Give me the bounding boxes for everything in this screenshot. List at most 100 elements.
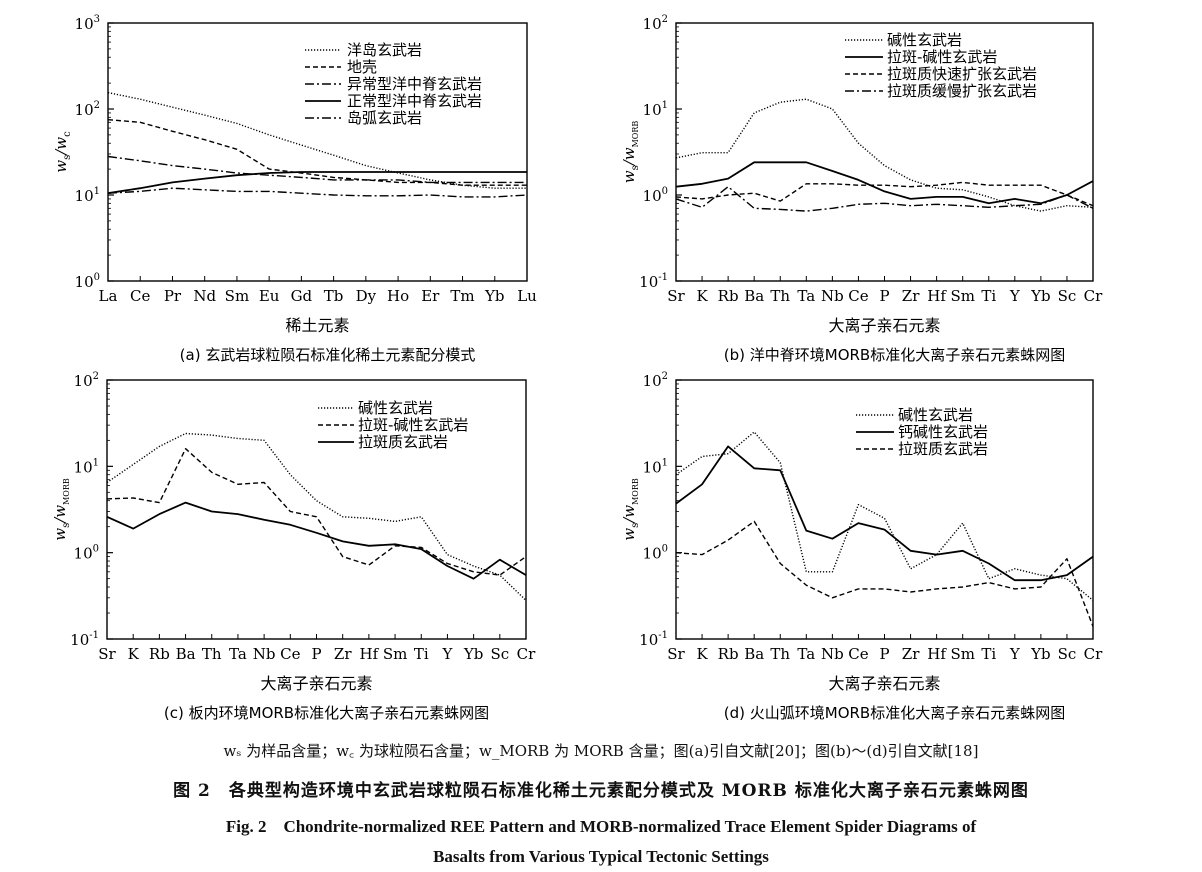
x-tick-label: Ho	[387, 287, 409, 305]
y-tick-label: 102	[75, 100, 100, 119]
x-tick-label: Rb	[718, 287, 739, 305]
y-axis-label: ws/wMORB	[51, 478, 72, 541]
figure-title-en-line1: Fig. 2 Chondrite-normalized REE Pattern …	[225, 817, 977, 836]
panel-caption: (b) 洋中脊环境MORB标准化大离子亲石元素蛛网图	[724, 346, 1065, 364]
x-tick-label: Sm	[950, 645, 975, 663]
y-tick-label: 103	[75, 14, 100, 33]
x-axis-label: 稀土元素	[285, 316, 349, 335]
panel-caption: (c) 板内环境MORB标准化大离子亲石元素蛛网图	[164, 704, 489, 722]
x-tick-label: Y	[441, 645, 453, 663]
x-tick-label: Ta	[797, 287, 815, 305]
y-axis-label: ws/wMORB	[620, 478, 641, 541]
y-tick-label: 101	[75, 186, 100, 205]
x-tick-label: Ba	[744, 287, 764, 305]
x-tick-label: Sm	[383, 645, 408, 663]
x-tick-label: Tm	[450, 287, 474, 305]
x-tick-label: P	[879, 287, 889, 305]
x-tick-label: Sr	[667, 287, 685, 305]
legend-label: 拉斑质快速扩张玄武岩	[887, 65, 1037, 83]
x-tick-label: Nd	[193, 287, 216, 305]
series-line	[675, 445, 1094, 582]
x-tick-label: Ce	[848, 645, 868, 663]
legend-label: 碱性玄武岩	[887, 31, 962, 49]
panel-caption: (a) 玄武岩球粒陨石标准化稀土元素配分模式	[180, 346, 476, 364]
x-tick-label: Th	[202, 645, 222, 663]
x-tick-label: P	[311, 645, 321, 663]
y-tick-label: 102	[74, 371, 99, 390]
x-tick-label: Zr	[902, 645, 920, 663]
x-tick-label: Ce	[848, 287, 868, 305]
plot-frame	[107, 22, 528, 282]
x-tick-label: Y	[1009, 287, 1021, 305]
x-tick-label: Sr	[98, 645, 116, 663]
y-tick-label: 101	[643, 457, 668, 476]
x-tick-label: Th	[770, 645, 790, 663]
x-tick-label: Sm	[950, 287, 975, 305]
legend-label: 拉斑质缓慢扩张玄武岩	[887, 82, 1037, 100]
x-tick-label: Yb	[463, 645, 484, 663]
figure-title-en-line2: Basalts from Various Typical Tectonic Se…	[433, 847, 769, 866]
legend-label: 钙碱性玄武岩	[898, 423, 988, 441]
series-line	[107, 155, 527, 184]
x-tick-label: Ce	[130, 287, 150, 305]
x-tick-label: Sc	[490, 645, 509, 663]
series-line	[106, 448, 527, 576]
legend-label: 拉斑-碱性玄武岩	[358, 416, 468, 434]
x-tick-label: Cr	[1084, 645, 1103, 663]
legend-label: 拉斑质玄武岩	[898, 440, 988, 458]
y-tick-label: 100	[75, 272, 100, 291]
legend-label: 岛弧玄武岩	[347, 109, 422, 127]
x-tick-label: Cr	[517, 645, 536, 663]
plot-frame	[675, 379, 1094, 640]
x-tick-label: Cr	[1084, 287, 1103, 305]
y-tick-label: 10-1	[639, 272, 668, 291]
series-line	[107, 187, 528, 198]
x-tick-label: K	[696, 645, 708, 663]
series-line	[106, 501, 527, 580]
legend-label: 地壳	[347, 58, 377, 76]
plot-frame	[675, 22, 1094, 282]
chart-panel-b: 10-1 100 101 102 Sr K Rb Ba Th Ta Nb Ce P Zr Hf Sm Ti Y Yb…	[620, 14, 1103, 364]
figure-canvas: 100 101 102 103 La Ce Pr Nd Sm Eu Gd Tb Dy Ho Er Tm Yb Lu…	[51, 14, 1103, 722]
series-line	[675, 181, 1094, 207]
x-tick-label: Sc	[1058, 645, 1077, 663]
legend-label: 拉斑质玄武岩	[358, 433, 448, 451]
x-tick-label: Ce	[280, 645, 300, 663]
x-tick-label: Ta	[229, 645, 247, 663]
y-tick-label: 102	[643, 14, 668, 33]
x-tick-label: Lu	[517, 287, 537, 305]
x-tick-label: La	[99, 287, 118, 305]
x-tick-label: Th	[770, 287, 790, 305]
x-tick-label: Ti	[981, 287, 996, 305]
x-tick-label: Ta	[797, 645, 815, 663]
x-tick-label: Ba	[176, 645, 196, 663]
legend-label: 碱性玄武岩	[358, 399, 433, 417]
panel-caption: (d) 火山弧环境MORB标准化大离子亲石元素蛛网图	[724, 704, 1065, 722]
series-line	[107, 171, 527, 195]
x-tick-label: Hf	[927, 287, 947, 305]
y-tick-label: 102	[643, 371, 668, 390]
x-tick-label: Sc	[1058, 287, 1077, 305]
x-tick-label: Nb	[821, 287, 844, 305]
x-tick-label: Ti	[414, 645, 429, 663]
x-tick-label: Zr	[334, 645, 352, 663]
figure-title-cn: 图 2 各典型构造环境中玄武岩球粒陨石标准化稀土元素配分模式及 MORB 标准化…	[173, 781, 1029, 801]
figure-note: wₛ 为样品含量；w꜀ 为球粒陨石含量；w_MORB 为 MORB 含量；图(a…	[223, 742, 979, 760]
x-tick-label: Tb	[324, 287, 344, 305]
x-axis-label: 大离子亲石元素	[828, 316, 940, 335]
x-tick-label: Eu	[259, 287, 280, 305]
x-tick-label: Y	[1009, 645, 1021, 663]
series-line	[675, 185, 1094, 212]
x-tick-label: Hf	[360, 645, 380, 663]
x-tick-label: Rb	[149, 645, 170, 663]
x-tick-label: Pr	[164, 287, 182, 305]
y-tick-label: 101	[643, 100, 668, 119]
chart-panel-c: 10-1 100 101 102 Sr K Rb Ba Th Ta Nb Ce P Zr Hf Sm Ti Y Yb…	[51, 371, 536, 722]
series-line	[107, 119, 527, 186]
x-tick-label: K	[696, 287, 708, 305]
y-tick-label: 101	[74, 457, 99, 476]
y-axis-label: ws/wc	[52, 131, 73, 173]
x-tick-label: Zr	[902, 287, 920, 305]
series-line	[106, 432, 527, 601]
x-tick-label: P	[879, 645, 889, 663]
